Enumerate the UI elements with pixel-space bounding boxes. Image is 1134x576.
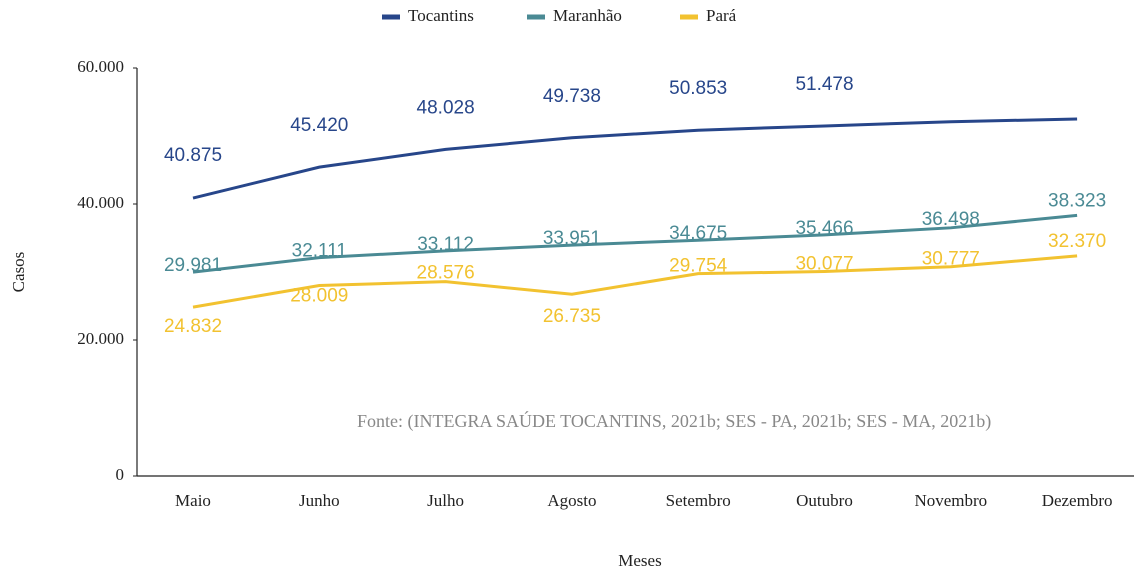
data-label: 29.754 — [669, 256, 728, 277]
data-label: 30.077 — [795, 253, 853, 274]
data-label: 36.498 — [922, 209, 980, 230]
data-label: 24.832 — [164, 316, 222, 337]
data-label: 33.951 — [543, 228, 601, 249]
x-tick-label: Outubro — [796, 491, 853, 510]
data-label: 45.420 — [290, 115, 348, 136]
line — [192, 213, 1078, 274]
x-tick-label: Junho — [299, 491, 340, 510]
data-label: 48.028 — [417, 97, 475, 118]
legend-label: Tocantins — [408, 6, 474, 25]
x-tick-label: Maio — [175, 491, 211, 510]
data-label: 51.478 — [795, 74, 853, 95]
y-tick-label: 0 — [116, 465, 125, 484]
data-label: 28.576 — [417, 263, 475, 284]
y-tick-label: 60.000 — [77, 57, 124, 76]
data-label: 26.735 — [543, 306, 601, 327]
x-tick-label: Agosto — [547, 491, 596, 510]
legend-label: Maranhão — [553, 6, 622, 25]
y-axis-title: Casos — [9, 252, 28, 293]
y-tick-label: 40.000 — [77, 193, 124, 212]
x-tick-label: Dezembro — [1042, 491, 1113, 510]
data-label: 29.981 — [164, 255, 222, 276]
x-tick-label: Novembro — [914, 491, 987, 510]
data-label: 32.111 — [292, 241, 347, 262]
data-label: 28.009 — [290, 286, 348, 307]
data-label: 33.112 — [417, 234, 474, 255]
x-tick-label: Setembro — [666, 491, 731, 510]
data-label: 32.370 — [1048, 231, 1106, 252]
x-tick-label: Julho — [427, 491, 464, 510]
data-label: 40.875 — [164, 145, 222, 166]
line — [192, 117, 1078, 200]
y-tick-label: 20.000 — [77, 329, 124, 348]
data-label: 34.675 — [669, 223, 727, 244]
line — [192, 254, 1078, 309]
data-label: 38.323 — [1048, 190, 1106, 211]
legend-label: Pará — [706, 6, 737, 25]
data-label: 50.853 — [669, 78, 727, 99]
annotation: Fonte: (INTEGRA SAÚDE TOCANTINS, 2021b; … — [357, 410, 991, 432]
x-axis-title: Meses — [618, 551, 661, 570]
data-label: 30.777 — [922, 249, 980, 270]
data-label: 49.738 — [543, 86, 601, 107]
data-label: 35.466 — [795, 218, 853, 239]
